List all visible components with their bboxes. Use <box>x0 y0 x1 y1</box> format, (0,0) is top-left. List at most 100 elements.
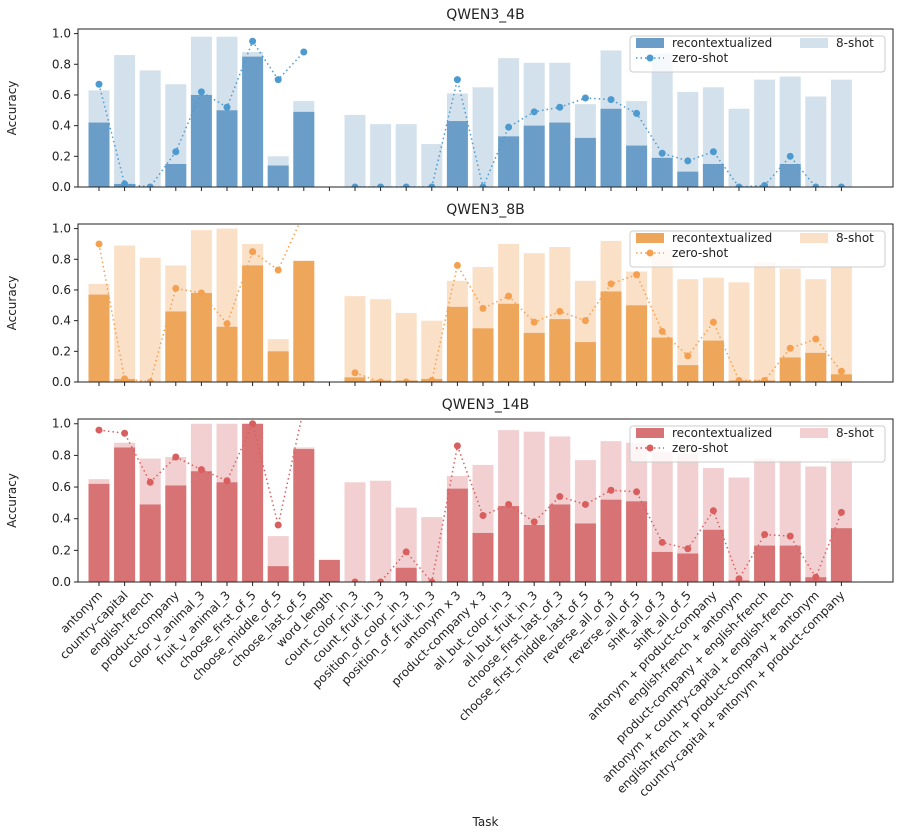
point <box>581 500 589 508</box>
bar <box>293 111 315 187</box>
bar <box>446 488 468 582</box>
bar <box>549 319 571 382</box>
bar <box>344 482 366 582</box>
point <box>658 327 666 335</box>
point <box>633 109 641 117</box>
point <box>735 376 743 382</box>
y-tick-label: 0.6 <box>52 88 71 102</box>
bar <box>472 328 494 382</box>
point <box>402 548 410 556</box>
point <box>223 320 231 328</box>
point <box>377 183 385 187</box>
point <box>684 545 692 553</box>
point <box>786 532 794 540</box>
bar <box>626 501 648 582</box>
point <box>300 404 307 411</box>
bar <box>293 260 315 382</box>
bar <box>651 337 673 382</box>
legend-marker <box>646 54 654 62</box>
line <box>98 419 843 582</box>
bar <box>779 163 801 187</box>
bar <box>754 79 776 187</box>
point <box>633 488 641 496</box>
bar <box>139 257 161 382</box>
bar <box>805 466 827 582</box>
bar <box>754 545 776 582</box>
bar <box>779 76 801 187</box>
point <box>223 477 231 485</box>
point <box>95 240 103 248</box>
legend-swatch <box>636 38 664 48</box>
bar <box>190 471 212 582</box>
bar <box>600 291 622 382</box>
legend-label: zero-shot <box>672 441 728 455</box>
point <box>249 420 257 428</box>
point <box>146 183 154 187</box>
plot-area <box>88 36 852 187</box>
point <box>633 271 641 279</box>
bar <box>728 282 750 382</box>
chart-title: QWEN3_14B <box>442 397 530 413</box>
bar <box>651 452 673 582</box>
point <box>351 183 359 187</box>
point <box>146 378 154 382</box>
bar <box>370 480 392 582</box>
point <box>377 378 385 382</box>
bar <box>779 268 801 382</box>
point <box>530 518 538 526</box>
bar <box>677 365 699 382</box>
bar <box>88 483 110 582</box>
axes-frame <box>77 28 894 188</box>
point <box>761 181 769 187</box>
bar <box>523 525 545 582</box>
bar <box>88 294 110 382</box>
point <box>428 183 436 187</box>
point <box>607 486 615 494</box>
bar <box>830 266 852 382</box>
point <box>505 500 513 508</box>
bar <box>242 265 264 382</box>
bar <box>344 114 366 187</box>
y-tick-label: 0.8 <box>52 252 71 266</box>
point <box>453 442 461 450</box>
point <box>581 317 589 325</box>
point <box>709 148 717 156</box>
legend-swatch <box>800 428 828 438</box>
point <box>812 573 820 581</box>
bar <box>651 157 673 187</box>
bar <box>677 279 699 382</box>
bar <box>779 545 801 582</box>
bar <box>779 357 801 382</box>
point <box>172 148 180 156</box>
point <box>735 183 743 187</box>
line <box>98 224 842 382</box>
bar <box>267 566 289 582</box>
y-tick-label: 0.8 <box>52 57 71 71</box>
axes-frame <box>77 223 894 383</box>
y-tick-label: 0.2 <box>52 543 71 557</box>
bar <box>165 163 187 187</box>
bar <box>600 108 622 187</box>
bar <box>677 553 699 582</box>
bar <box>626 145 648 187</box>
bar <box>318 559 340 582</box>
bar <box>523 125 545 187</box>
point <box>402 378 410 382</box>
legend-marker <box>646 249 654 257</box>
point <box>300 48 308 56</box>
axes-frame <box>77 418 894 583</box>
line <box>98 39 842 187</box>
bar <box>165 84 187 187</box>
point <box>709 507 717 515</box>
point <box>786 152 794 160</box>
bar <box>139 504 161 582</box>
bar <box>651 53 673 187</box>
point <box>607 96 615 104</box>
point <box>146 478 154 486</box>
point <box>812 183 820 187</box>
bar <box>574 342 596 382</box>
point <box>709 318 717 326</box>
point <box>505 292 513 300</box>
bar <box>190 94 212 187</box>
point <box>479 183 487 187</box>
